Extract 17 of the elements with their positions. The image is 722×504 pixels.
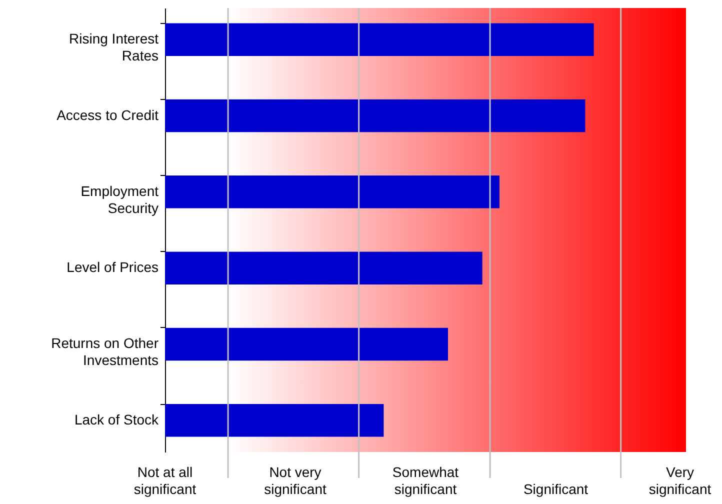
text: Very significant — [648, 464, 712, 497]
bar — [165, 328, 448, 361]
annotation: Not at all significant — [134, 464, 196, 497]
annotation: Not very significant — [264, 464, 326, 497]
text: Significant — [523, 481, 588, 497]
y-tick-label: Level of Prices — [66, 259, 158, 276]
y-tick-label: Returns on Other Investments — [51, 335, 159, 368]
y-tick-label: Rising Interest Rates — [69, 30, 159, 64]
annotation: Somewhat significant — [392, 464, 459, 497]
y-tick-label: Access to Credit — [56, 106, 159, 123]
bar — [165, 404, 384, 437]
bar — [165, 252, 482, 284]
y-tick-label: Employment Security — [80, 182, 159, 216]
bar — [165, 23, 594, 56]
y-tick-label: Lack of Stock — [74, 411, 160, 428]
bar — [165, 99, 586, 132]
bar — [165, 176, 500, 208]
